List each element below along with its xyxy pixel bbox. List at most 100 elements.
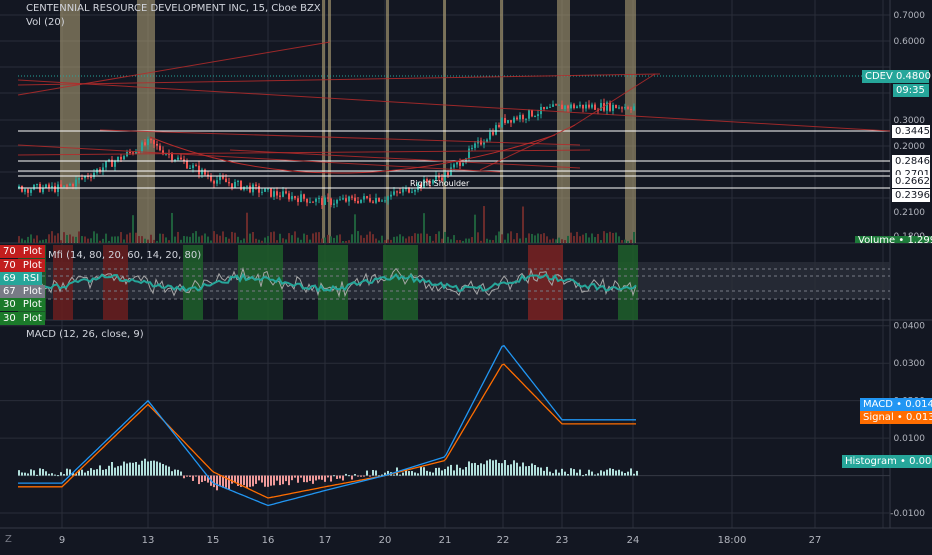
volume-bar	[585, 233, 587, 243]
macd-histogram-bar	[339, 475, 341, 479]
macd-histogram-bar	[231, 475, 233, 484]
volume-bar	[162, 233, 164, 243]
volume-bar	[264, 237, 266, 243]
candle-body	[186, 161, 188, 169]
candle-body	[516, 117, 518, 120]
candle-body	[204, 169, 206, 175]
macd-histogram-bar	[273, 475, 275, 486]
candle-body	[474, 143, 476, 148]
macd-histogram-bar	[258, 475, 260, 481]
candle-body	[198, 165, 200, 175]
volume-bar	[471, 237, 473, 243]
macd-histogram-bar	[228, 475, 230, 490]
marker-line-0	[322, 0, 325, 243]
volume-bar	[135, 232, 137, 243]
macd-histogram-bar	[72, 473, 74, 476]
candle-body	[432, 179, 434, 184]
macd-histogram-bar	[435, 467, 437, 476]
candle-body	[372, 201, 374, 203]
macd-histogram-bar	[144, 458, 146, 476]
macd-histogram-bar	[57, 475, 59, 477]
time-tick-2: 15	[207, 535, 220, 546]
macd-histogram-bar	[441, 470, 443, 476]
macd-histogram-bar	[111, 461, 113, 476]
macd-histogram-bar	[288, 475, 290, 486]
macd-histogram-bar	[381, 474, 383, 476]
candle-body	[345, 198, 347, 202]
candle-body	[18, 185, 20, 189]
macd-histogram-bar	[168, 466, 170, 476]
candle-body	[282, 191, 284, 197]
macd-histogram-bar	[18, 470, 20, 476]
macd-histogram-bar	[45, 471, 47, 476]
macd-histogram-bar	[501, 463, 503, 476]
volume-bar	[234, 232, 236, 243]
macd-histogram-bar	[315, 475, 317, 481]
candle-body	[438, 175, 440, 178]
volume-bar	[150, 234, 152, 243]
candle-body	[456, 162, 458, 165]
macd-histogram-bar	[336, 475, 338, 479]
candle-body	[237, 180, 239, 182]
level-tag-3: 0.2662	[892, 175, 930, 188]
volume-bar	[273, 231, 275, 243]
volume-bar	[69, 234, 71, 243]
macd-histogram-bar	[357, 475, 359, 477]
trendline-3	[99, 129, 581, 146]
mfi-tag-2: 69 RSI	[0, 272, 43, 285]
volume-bar	[159, 233, 161, 243]
macd-histogram-bar	[42, 469, 44, 476]
macd-histogram-bar	[549, 471, 551, 476]
volume-bar	[255, 238, 257, 243]
marker-line-2	[386, 0, 389, 243]
candle-body	[261, 191, 263, 193]
candle-body	[459, 162, 461, 166]
candle-body	[507, 120, 509, 123]
macd-histogram-bar	[525, 466, 527, 476]
volume-bar	[459, 240, 461, 243]
volume-bar	[156, 240, 158, 243]
macd-histogram-bar	[240, 475, 242, 487]
mfi-tag-label: Plot	[19, 260, 42, 271]
volume-bar	[507, 233, 509, 243]
volume-bar	[627, 240, 629, 243]
volume-bar	[51, 231, 53, 243]
volume-bar	[24, 240, 26, 243]
candle-body	[600, 103, 602, 111]
macd-histogram-bar	[297, 475, 299, 483]
macd-histogram-bar	[342, 475, 344, 481]
candle-body	[411, 191, 413, 193]
volume-bar	[36, 235, 38, 243]
mfi-tag-3: 67 Plot	[0, 285, 45, 298]
candle-body	[558, 104, 560, 106]
candle-body	[30, 189, 32, 193]
macd-histogram-bar	[483, 464, 485, 476]
volume-bar	[447, 236, 449, 243]
macd-label: MACD (12, 26, close, 9)	[26, 329, 144, 340]
candle-body	[153, 140, 155, 144]
macd-line	[18, 344, 636, 507]
candle-body	[291, 196, 293, 200]
volume-bar	[444, 231, 446, 243]
macd-histogram-bar	[468, 461, 470, 476]
mfi-tag-label: Plot	[19, 246, 42, 257]
volume-bar	[48, 234, 50, 243]
session-band-1	[137, 0, 155, 243]
volume-bar	[420, 233, 422, 243]
candle-body	[330, 198, 332, 205]
macd-tag-label: MACD	[863, 399, 893, 410]
macd-histogram-bar	[75, 473, 77, 476]
volume-bar	[87, 238, 89, 243]
volume-bar	[339, 234, 341, 243]
candle-body	[225, 178, 227, 183]
candle-body	[63, 185, 65, 187]
volume-bar	[114, 236, 116, 243]
macd-histogram-bar	[321, 475, 323, 480]
candle-body	[51, 185, 53, 189]
macd-histogram-bar	[291, 475, 293, 481]
corner-label[interactable]: Z	[5, 534, 12, 545]
volume-bar	[618, 236, 620, 243]
time-tick-6: 21	[439, 535, 452, 546]
